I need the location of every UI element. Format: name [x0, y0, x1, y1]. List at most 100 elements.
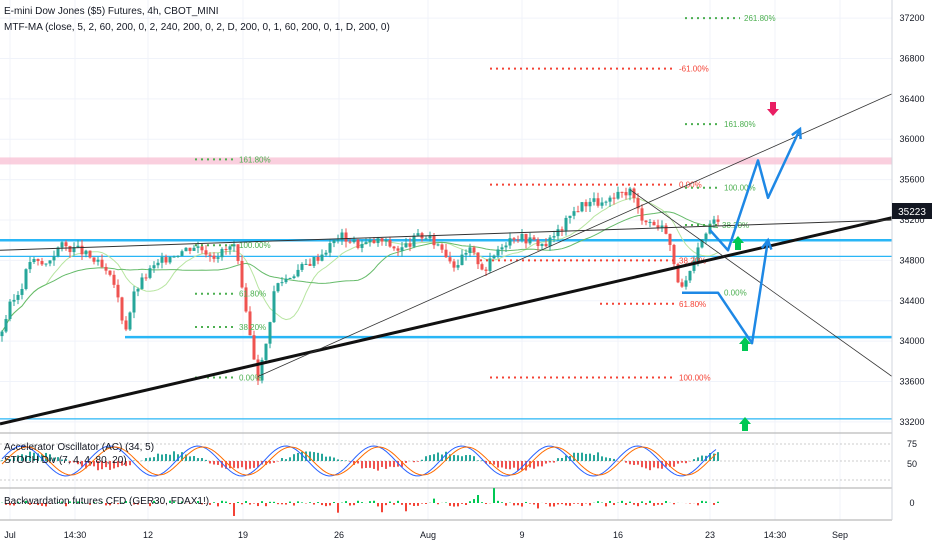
- backwardation-bar: [497, 500, 499, 503]
- ac-bar: [197, 458, 199, 461]
- ac-bar: [461, 456, 463, 461]
- candle-body: [448, 257, 452, 262]
- ac-bar: [637, 461, 639, 465]
- candle-body: [588, 201, 592, 207]
- indicator-label: MTF-MA (close, 5, 2, 60, 200, 0, 2, 240,…: [4, 22, 390, 33]
- candle-body: [680, 282, 684, 287]
- ac-bar: [205, 459, 207, 461]
- candle-body: [568, 215, 572, 218]
- candle-body: [468, 247, 472, 254]
- ac-bar: [541, 461, 543, 467]
- time-tick-0: Jul: [4, 530, 16, 540]
- backwardation-bar: [573, 503, 575, 504]
- candle-body: [416, 233, 420, 236]
- candle-body: [592, 198, 596, 202]
- backwardation-bar: [369, 501, 371, 503]
- candle-body: [584, 202, 588, 207]
- ac-bar: [445, 451, 447, 461]
- backwardation-bar: [9, 503, 11, 506]
- backwardation-bar: [513, 503, 515, 506]
- time-tick-10: Sep: [832, 530, 848, 540]
- buy-arrow-3: [739, 417, 751, 431]
- candle-body: [392, 246, 396, 249]
- candle-body: [404, 243, 408, 248]
- ac-bar: [169, 454, 171, 461]
- candle-body: [340, 232, 344, 240]
- ac-bar: [1, 460, 3, 461]
- price-badge-value: 35223: [898, 207, 926, 218]
- candle-body: [40, 261, 44, 265]
- buy-arrow-2: [739, 337, 751, 351]
- candle-body: [664, 225, 668, 234]
- ac-bar: [557, 458, 559, 461]
- candle-body: [92, 257, 96, 262]
- backwardation-bar: [713, 503, 715, 505]
- candle-body: [576, 211, 580, 213]
- candle-body: [348, 241, 352, 243]
- backwardation-bar: [69, 501, 71, 503]
- ac-bar: [17, 455, 19, 461]
- backwardation-bar: [461, 503, 463, 504]
- ac-bar: [533, 461, 535, 469]
- projection-arrowhead-0: [791, 126, 802, 140]
- candle-body: [0, 331, 4, 337]
- ac-bar: [145, 458, 147, 461]
- ac-bar: [677, 461, 679, 464]
- candle-body: [324, 252, 328, 255]
- ac-bar: [181, 452, 183, 461]
- backwardation-bar: [25, 500, 27, 503]
- backwardation-bar: [77, 501, 79, 503]
- candle-body: [580, 202, 584, 212]
- ac-bar: [233, 461, 235, 468]
- ac-bar: [109, 461, 111, 470]
- candle-body: [228, 246, 232, 250]
- ac-bar: [709, 452, 711, 461]
- candle-body: [124, 320, 128, 330]
- candle-body: [312, 257, 316, 266]
- backwardation-bar: [457, 503, 459, 507]
- ac-bar: [33, 452, 35, 461]
- price-tick-2: 36400: [899, 94, 924, 104]
- candle-body: [564, 217, 568, 231]
- ac-bar: [345, 460, 347, 461]
- candle-body: [432, 235, 436, 246]
- candle-body: [32, 258, 36, 263]
- price-tick-9: 33600: [899, 377, 924, 387]
- ac-bar: [693, 459, 695, 461]
- ac-bar: [213, 461, 215, 465]
- ac-bar: [377, 461, 379, 471]
- ac-bar: [497, 461, 499, 468]
- backwardation-bar: [285, 503, 287, 505]
- backwardation-bar: [469, 501, 471, 503]
- candle-body: [600, 202, 604, 206]
- pane-tick-1: 50: [907, 459, 917, 469]
- backwardation-bar: [41, 503, 43, 506]
- ac-bar: [481, 460, 483, 461]
- ac-bar: [565, 455, 567, 461]
- ac-bar: [417, 461, 419, 462]
- ac-bar: [665, 461, 667, 467]
- ac-bar: [381, 461, 383, 468]
- backwardation-bar: [613, 503, 615, 506]
- candle-body: [556, 229, 560, 237]
- ac-bar: [373, 461, 375, 469]
- candle-body: [328, 243, 332, 253]
- candle-body: [548, 237, 552, 247]
- backwardation-bar: [529, 503, 531, 504]
- price-tick-7: 34400: [899, 296, 924, 306]
- backwardation-bar: [665, 501, 667, 503]
- ac-bar: [73, 461, 75, 463]
- candle-body: [276, 283, 280, 292]
- backwardation-bar: [405, 503, 407, 512]
- backwardation-bar: [649, 500, 651, 503]
- ac-bar: [473, 456, 475, 461]
- candle-body: [500, 247, 504, 250]
- ac-bar: [669, 461, 671, 467]
- ac-bar: [209, 461, 211, 464]
- backwardation-bar: [105, 503, 107, 506]
- backwardation-bar: [517, 503, 519, 506]
- candle-body: [648, 221, 652, 223]
- backwardation-bar: [261, 501, 263, 503]
- backwardation-bar: [501, 502, 503, 503]
